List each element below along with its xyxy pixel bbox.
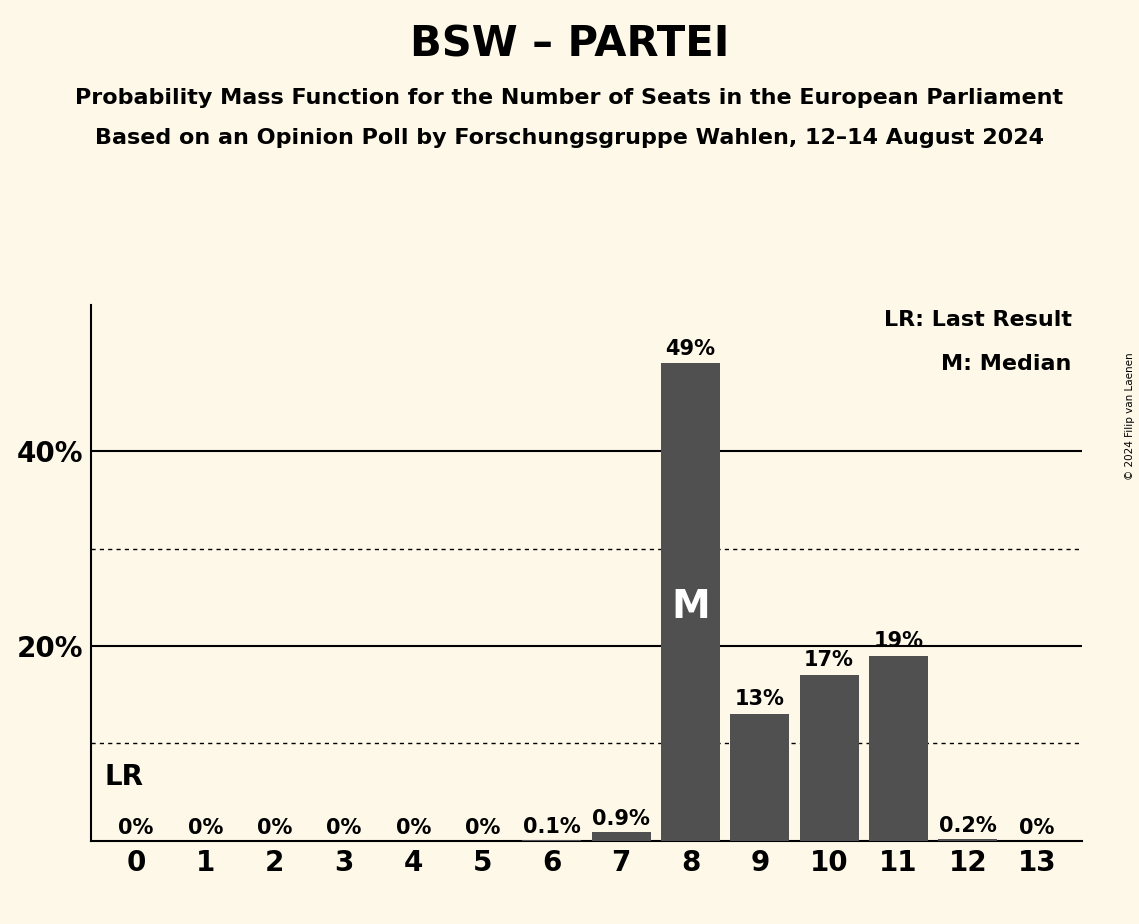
- Text: BSW – PARTEI: BSW – PARTEI: [410, 23, 729, 65]
- Text: 49%: 49%: [665, 338, 715, 359]
- Text: 0%: 0%: [118, 818, 154, 838]
- Bar: [523, 840, 581, 841]
- Text: 0.9%: 0.9%: [592, 809, 650, 829]
- Text: LR: LR: [105, 763, 144, 791]
- Text: 0.2%: 0.2%: [939, 816, 997, 836]
- Text: Based on an Opinion Poll by Forschungsgruppe Wahlen, 12–14 August 2024: Based on an Opinion Poll by Forschungsgr…: [95, 128, 1044, 148]
- Text: 0%: 0%: [1019, 818, 1055, 838]
- Text: 19%: 19%: [874, 631, 924, 650]
- Text: 0%: 0%: [188, 818, 223, 838]
- Bar: [869, 656, 928, 841]
- Bar: [800, 675, 859, 841]
- Text: LR: Last Result: LR: Last Result: [884, 310, 1072, 330]
- Text: 0.1%: 0.1%: [523, 817, 581, 837]
- Text: M: Median: M: Median: [941, 354, 1072, 373]
- Text: Probability Mass Function for the Number of Seats in the European Parliament: Probability Mass Function for the Number…: [75, 88, 1064, 108]
- Text: 0%: 0%: [465, 818, 500, 838]
- Bar: [939, 839, 997, 841]
- Text: 0%: 0%: [257, 818, 293, 838]
- Text: 0%: 0%: [395, 818, 431, 838]
- Text: 0%: 0%: [327, 818, 362, 838]
- Text: 13%: 13%: [735, 689, 785, 710]
- Bar: [730, 714, 789, 841]
- Text: 17%: 17%: [804, 650, 854, 670]
- Bar: [592, 833, 650, 841]
- Text: © 2024 Filip van Laenen: © 2024 Filip van Laenen: [1125, 352, 1134, 480]
- Text: M: M: [671, 588, 710, 626]
- Bar: [661, 363, 720, 841]
